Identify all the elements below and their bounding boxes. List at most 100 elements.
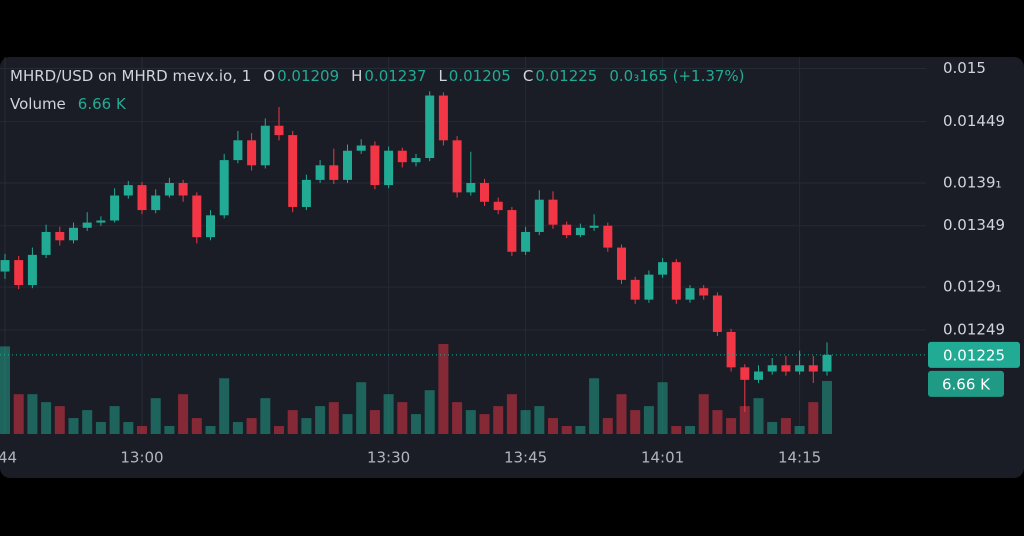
- volume-bar: [630, 410, 641, 434]
- candle-body: [562, 224, 572, 236]
- candle-body: [411, 158, 421, 163]
- volume-bar: [191, 418, 202, 434]
- volume-bar: [602, 418, 613, 434]
- y-tick-label: 0.0139₁: [943, 174, 1002, 192]
- candle-body: [14, 260, 24, 286]
- open-value: 0.01209: [277, 67, 340, 85]
- volume-bar: [246, 418, 257, 434]
- candle-body: [69, 227, 78, 241]
- symbol: MHRD/USD on MHRD mevx.io, 1: [10, 67, 252, 85]
- volume-bar: [219, 378, 230, 434]
- candle-body: [123, 185, 133, 196]
- candle-body: [233, 140, 243, 161]
- candle-body: [740, 367, 750, 380]
- candle-body: [712, 295, 722, 332]
- candle-body: [315, 165, 325, 180]
- candle-body: [397, 150, 407, 163]
- candle-body: [671, 262, 681, 300]
- volume-legend: Volume 6.66 K: [10, 95, 138, 113]
- candle-body: [548, 199, 558, 225]
- volume-bar: [274, 426, 284, 434]
- volume-bar: [780, 418, 791, 434]
- volume-bar: [397, 402, 408, 434]
- volume-bar: [369, 410, 380, 434]
- low-value: 0.01205: [448, 67, 511, 85]
- candle-body: [452, 140, 462, 193]
- volume-bar: [424, 390, 435, 434]
- candle-body: [151, 195, 161, 211]
- candle-body: [274, 125, 284, 136]
- volume-value: 6.66 K: [77, 95, 126, 113]
- candle-body: [644, 274, 654, 300]
- candle-body: [137, 185, 147, 211]
- volume-bar: [575, 426, 586, 434]
- candle-body: [658, 262, 668, 275]
- volume-bar: [657, 382, 668, 434]
- volume-bar: [164, 426, 175, 434]
- volume-bar: [616, 394, 627, 434]
- candle-body: [480, 183, 489, 202]
- volume-title: Volume: [10, 95, 66, 113]
- volume-bar: [411, 414, 421, 434]
- candle-body: [438, 95, 448, 141]
- candle-body: [206, 215, 215, 238]
- y-tick-label: 0.01249: [943, 320, 1005, 338]
- low-label: L: [438, 67, 447, 85]
- candle-body: [534, 199, 544, 232]
- x-tick-label: 13:30: [367, 449, 410, 467]
- candle-body: [754, 371, 763, 380]
- volume-bar: [41, 402, 52, 434]
- x-tick-label: 14:01: [641, 449, 684, 467]
- volume-bar: [685, 426, 695, 434]
- volume-bar: [68, 418, 79, 434]
- volume-bar: [287, 410, 298, 434]
- high-label: H: [351, 67, 363, 85]
- volume-bar: [589, 378, 600, 434]
- volume-bar: [150, 398, 161, 434]
- volume-bar: [13, 394, 24, 434]
- volume-bar: [54, 406, 65, 434]
- candle-body: [260, 125, 270, 166]
- candle-body: [589, 225, 599, 228]
- candle-body: [27, 254, 37, 286]
- x-tick-label: 14:15: [778, 449, 821, 467]
- volume-bar: [438, 344, 449, 434]
- volume-bar: [520, 410, 531, 434]
- volume-bar: [137, 426, 147, 434]
- volume-bar: [822, 380, 832, 434]
- high-value: 0.01237: [364, 67, 427, 85]
- volume-bar: [301, 418, 312, 434]
- candle-body: [55, 231, 65, 241]
- volume-bar: [205, 426, 216, 434]
- close-value: 0.01225: [535, 67, 598, 85]
- candle-body: [384, 150, 394, 186]
- candle-body: [630, 279, 640, 300]
- candle-body: [41, 231, 51, 255]
- y-tick-label: 0.0129₁: [943, 278, 1002, 296]
- volume-bar: [109, 406, 120, 434]
- candle-body: [192, 195, 202, 238]
- candle-body: [795, 365, 805, 372]
- y-tick-label: 0.01449: [943, 112, 1005, 130]
- volume-bar: [767, 422, 778, 434]
- volume-bar: [739, 406, 750, 434]
- volume-bar: [794, 426, 805, 434]
- candle-body: [507, 210, 517, 252]
- candle-body: [425, 95, 435, 159]
- candle-body: [781, 365, 791, 372]
- candle-body: [685, 288, 695, 300]
- candle-body: [329, 165, 339, 180]
- candle-body: [96, 220, 106, 223]
- candle-body: [110, 195, 120, 221]
- volume-bar: [726, 418, 737, 434]
- volume-bar: [0, 346, 10, 434]
- candle-body: [575, 227, 585, 236]
- volume-bar: [342, 414, 353, 434]
- volume-bar: [27, 394, 38, 434]
- candle-body: [726, 331, 736, 368]
- price-badge: [928, 341, 1020, 368]
- candle-body: [164, 183, 174, 196]
- volume-bar: [698, 394, 709, 434]
